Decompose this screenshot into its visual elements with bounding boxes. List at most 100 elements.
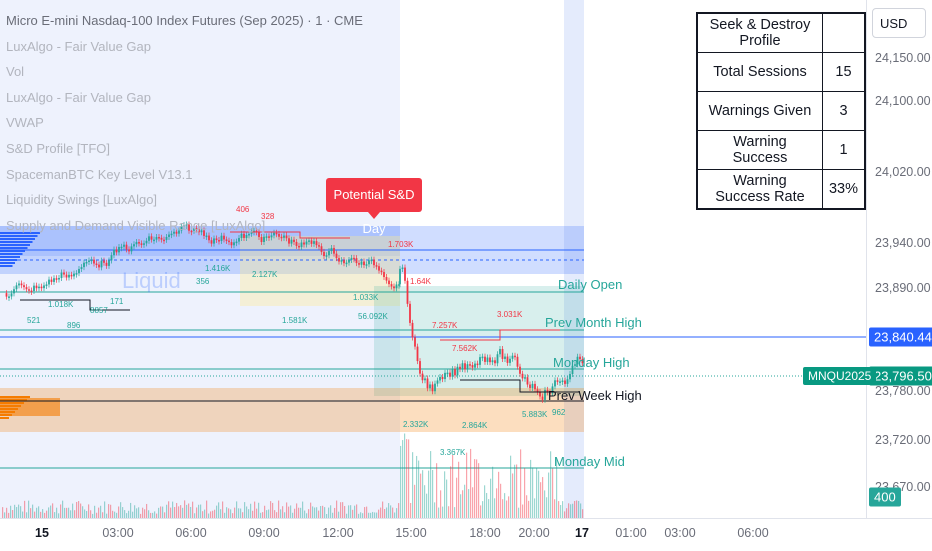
volume-bar xyxy=(180,505,182,518)
swing-label: 2.864K xyxy=(462,421,488,430)
price-tick: 24,150.00 xyxy=(875,51,931,65)
candle-body xyxy=(165,236,168,240)
chart-pane[interactable]: Micro E-mini Nasdaq-100 Index Futures (S… xyxy=(0,0,866,518)
candle-body xyxy=(5,293,8,297)
volume-bar xyxy=(526,495,528,518)
volume-bar xyxy=(286,502,288,518)
volume-bar xyxy=(472,487,474,518)
volume-bar xyxy=(220,509,222,518)
volume-bar xyxy=(158,507,160,518)
candle-body xyxy=(250,231,253,234)
candle-body xyxy=(431,384,434,392)
candle-body xyxy=(353,257,355,260)
volume-bar xyxy=(478,463,480,518)
candle-body xyxy=(145,240,148,244)
volume-bar xyxy=(316,507,318,518)
legend-indicator[interactable]: Liquidity Swings [LuxAlgo] xyxy=(6,192,158,208)
volume-bar xyxy=(338,511,340,518)
candle-body xyxy=(494,360,496,364)
candle-body xyxy=(466,364,469,370)
legend-indicator[interactable]: VWAP xyxy=(6,115,44,131)
candle-body xyxy=(15,285,18,290)
legend-indicator[interactable]: LuxAlgo - Fair Value Gap xyxy=(6,38,151,54)
candle-body xyxy=(456,366,459,376)
swing-label: 3.031K xyxy=(497,310,523,319)
table-row: Warning Success 1 xyxy=(696,130,866,170)
time-label: 09:00 xyxy=(248,526,280,540)
symbol-title[interactable]: Micro E-mini Nasdaq-100 Index Futures (S… xyxy=(6,13,363,28)
volume-bar xyxy=(96,512,98,518)
legend-indicator[interactable]: Vol xyxy=(6,64,25,80)
volume-bar xyxy=(344,506,346,518)
candle-body xyxy=(55,278,58,280)
volume-bar xyxy=(148,510,150,518)
candle-body xyxy=(393,286,395,289)
swing-label: 1.416K xyxy=(205,264,231,273)
volume-bar xyxy=(160,506,162,518)
volume-bar xyxy=(254,501,256,518)
table-row: Warnings Given 3 xyxy=(696,91,866,131)
candle-body xyxy=(531,383,534,388)
swing-label: 1.703K xyxy=(388,240,414,249)
candle-body xyxy=(581,359,584,364)
volume-bar xyxy=(2,507,4,518)
volume-bar xyxy=(358,513,360,518)
volume-bar xyxy=(512,473,514,518)
table-value: 3 xyxy=(821,91,866,131)
candle-body xyxy=(511,355,514,359)
volume-profile-bar xyxy=(0,238,35,240)
candle-body xyxy=(295,241,298,246)
volume-bar xyxy=(546,497,548,518)
candle-body xyxy=(185,224,188,226)
volume-bar xyxy=(110,504,112,518)
swing-label: 896 xyxy=(67,321,81,330)
time-axis[interactable]: 15 03:00 06:00 09:00 12:00 15:00 18:00 2… xyxy=(0,518,932,551)
legend-indicator[interactable]: SpacemanBTC Key Level V13.1 xyxy=(6,166,193,182)
volume-bar xyxy=(532,467,534,518)
volume-bar xyxy=(282,506,284,518)
legend-indicator[interactable]: LuxAlgo - Fair Value Gap xyxy=(6,89,151,105)
volume-bar xyxy=(540,482,542,518)
price-tick: 23,890.00 xyxy=(875,281,931,295)
candle-body xyxy=(524,377,526,379)
candle-body xyxy=(190,230,193,233)
volume-bar xyxy=(490,478,492,518)
volume-bar xyxy=(136,508,138,518)
volume-bar xyxy=(504,493,506,518)
volume-bar xyxy=(422,470,424,518)
legend-indicator[interactable]: S&D Profile [TFO] xyxy=(6,140,111,156)
candle-body xyxy=(163,239,165,242)
price-axis[interactable]: 24,150.00 24,100.00 24,020.00 23,940.00 … xyxy=(866,0,932,518)
candle-body xyxy=(290,239,293,244)
candle-body xyxy=(318,245,320,247)
candle-body xyxy=(474,363,476,368)
volume-bar xyxy=(436,463,438,518)
volume-bar xyxy=(476,459,478,518)
candle-body xyxy=(203,230,205,236)
candle-body xyxy=(45,284,48,286)
candle-body xyxy=(155,237,158,240)
candle-body xyxy=(574,364,576,366)
candle-body xyxy=(23,285,25,288)
candle-body xyxy=(123,244,125,247)
volume-bar xyxy=(198,504,200,518)
price-chart-canvas[interactable] xyxy=(0,0,866,518)
volume-bar xyxy=(174,507,176,518)
volume-bar xyxy=(306,513,308,518)
candle-body xyxy=(350,257,353,260)
legend-indicator[interactable]: Supply and Demand Visible Range [LuxAlgo… xyxy=(6,217,266,233)
candle-body xyxy=(178,230,180,234)
swing-label: 5.883K xyxy=(522,410,548,419)
currency-button[interactable]: USD xyxy=(872,8,926,38)
volume-bar xyxy=(470,448,472,518)
candle-body xyxy=(566,379,569,384)
volume-bar xyxy=(492,466,494,518)
volume-bar xyxy=(42,509,44,518)
volume-bar xyxy=(146,503,148,518)
volume-bar xyxy=(484,485,486,518)
volume-profile-bar xyxy=(0,399,27,401)
volume-profile-bar xyxy=(0,250,25,252)
volume-bar xyxy=(524,468,526,518)
time-label: 12:00 xyxy=(322,526,354,540)
volume-bar xyxy=(216,505,218,518)
